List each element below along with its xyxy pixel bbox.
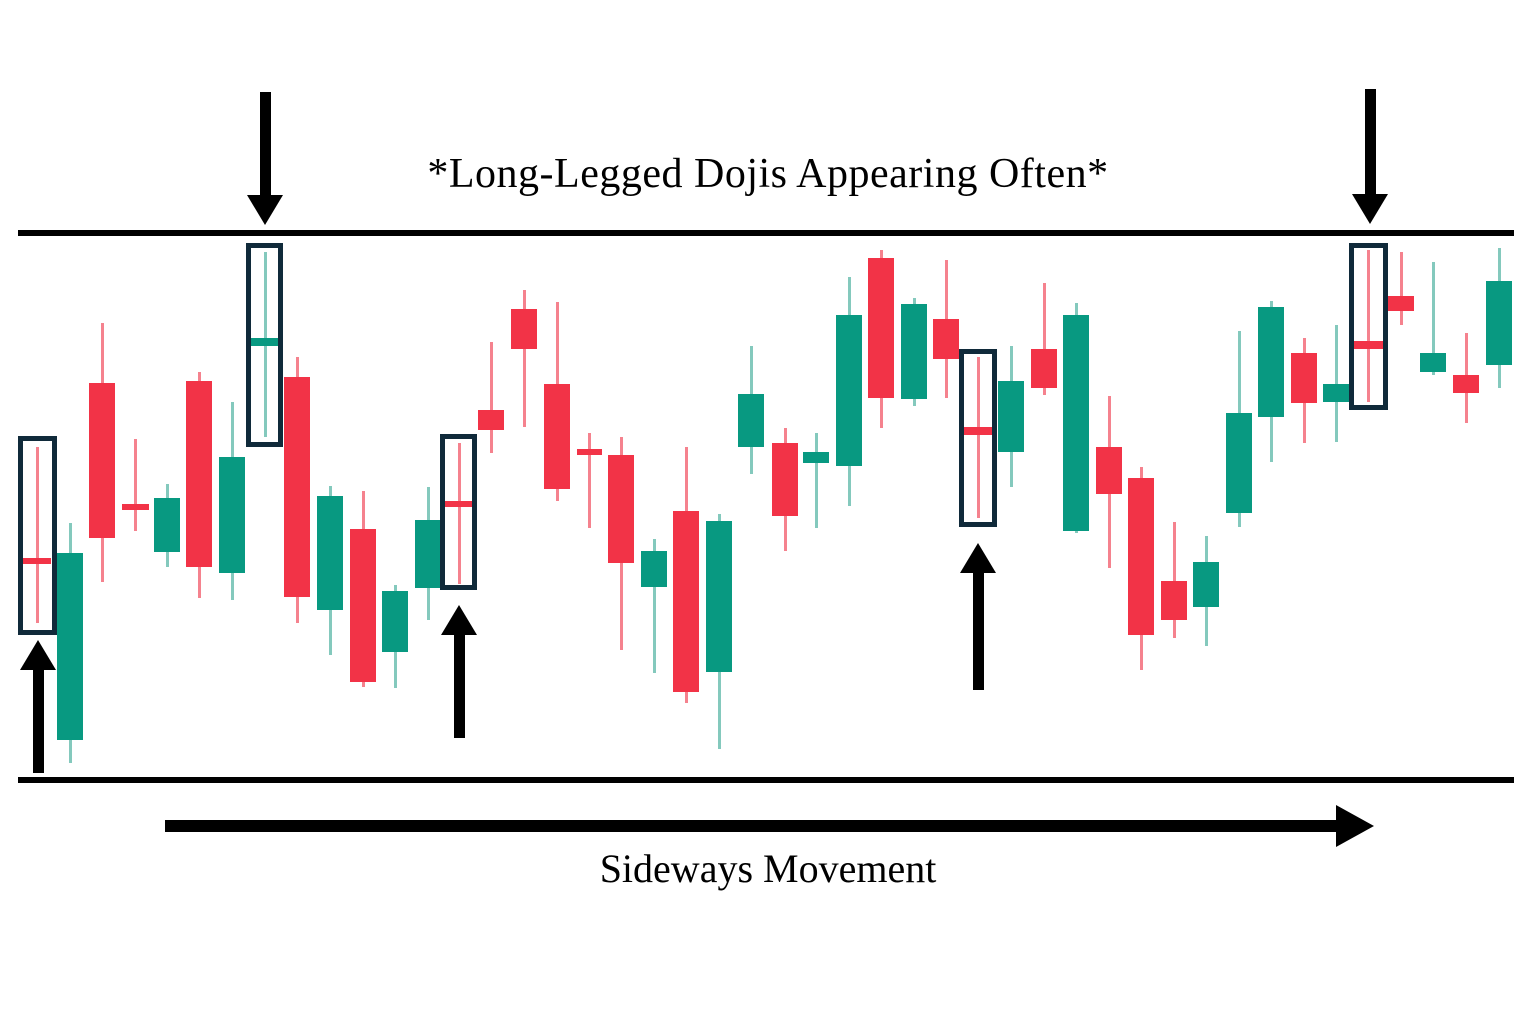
bullish-candle-body — [317, 496, 343, 610]
doji-candle-body — [576, 449, 602, 455]
doji-candle-body — [250, 338, 280, 346]
candle-wick — [1400, 252, 1403, 325]
bullish-candle-body — [154, 498, 180, 552]
bullish-candle-body — [803, 452, 829, 463]
bullish-candle-body — [901, 304, 927, 399]
up-arrow-icon — [441, 605, 477, 635]
bullish-candle-body — [998, 381, 1024, 452]
bearish-candle-body — [1096, 447, 1122, 494]
bullish-candle-body — [738, 394, 764, 447]
doji-wick — [36, 447, 39, 623]
bullish-candle-body — [1226, 413, 1252, 513]
candle-wick — [1043, 283, 1046, 395]
down-arrow-icon — [247, 195, 283, 225]
bullish-candle-body — [1486, 281, 1512, 365]
bullish-candle-body — [1063, 315, 1089, 531]
doji-candle-body — [121, 504, 149, 510]
candle-wick — [1335, 325, 1338, 442]
bearish-candle-body — [186, 381, 212, 567]
doji-candle-body — [1352, 341, 1384, 349]
sideways-movement-label: Sideways Movement — [599, 846, 937, 891]
channel-top-line — [18, 230, 1514, 236]
bearish-candle-body — [1128, 478, 1154, 635]
bearish-candle-body — [772, 443, 798, 516]
bullish-candle-body — [219, 457, 245, 573]
doji-wick — [977, 357, 980, 518]
sideways-arrow-shaft — [165, 820, 1336, 832]
doji-candle-body — [963, 427, 993, 435]
up-arrow-icon — [20, 640, 56, 670]
bullish-candle-body — [641, 551, 667, 587]
bearish-candle-body — [89, 383, 115, 538]
chart-title: *Long-Legged Dojis Appearing Often* — [427, 151, 1109, 197]
bearish-candle-body — [544, 384, 570, 489]
down-arrow-shaft — [259, 92, 271, 197]
doji-highlight-box — [18, 436, 57, 635]
candle-wick — [490, 342, 493, 453]
bearish-candle-body — [1031, 349, 1057, 388]
bullish-candle-body — [1323, 384, 1349, 402]
doji-highlight-box — [959, 349, 997, 527]
bearish-candle-body — [478, 410, 504, 430]
bearish-candle-body — [933, 319, 959, 359]
bearish-candle-body — [608, 455, 634, 563]
candle-wick — [523, 290, 526, 427]
down-arrow-icon — [1352, 194, 1388, 224]
doji-candle-body — [23, 558, 51, 564]
bearish-candle-body — [1161, 581, 1187, 620]
bullish-candle-body — [836, 315, 862, 466]
doji-highlight-box — [246, 243, 283, 447]
bullish-candle-body — [57, 553, 83, 740]
bearish-candle-body — [673, 511, 699, 692]
doji-wick — [458, 443, 461, 584]
up-arrow-icon — [960, 543, 996, 573]
doji-highlight-box — [1349, 243, 1388, 410]
doji-wick — [134, 439, 137, 531]
candle-wick — [1432, 262, 1435, 375]
candle-wick — [653, 539, 656, 673]
up-arrow-shaft — [32, 668, 44, 773]
bullish-candle-body — [1258, 307, 1284, 417]
channel-bottom-line — [18, 777, 1514, 783]
doji-candle-body — [444, 501, 474, 507]
candle-wick — [1173, 522, 1176, 638]
candle-wick — [815, 433, 818, 528]
bullish-candle-body — [415, 520, 441, 588]
doji-wick — [1367, 250, 1370, 402]
down-arrow-shaft — [1364, 89, 1376, 196]
doji-highlight-box — [440, 434, 477, 590]
bullish-candle-body — [1193, 562, 1219, 607]
bearish-candle-body — [1388, 296, 1414, 311]
sideways-arrow-head-icon — [1336, 805, 1374, 847]
doji-wick — [588, 433, 591, 528]
bearish-candle-body — [350, 529, 376, 682]
bullish-candle-body — [382, 591, 408, 652]
up-arrow-shaft — [453, 633, 465, 738]
bearish-candle-body — [868, 258, 894, 398]
bearish-candle-body — [284, 377, 310, 597]
bullish-candle-body — [706, 521, 732, 672]
bearish-candle-body — [1291, 353, 1317, 403]
bearish-candle-body — [1453, 375, 1479, 393]
bearish-candle-body — [511, 309, 537, 349]
up-arrow-shaft — [972, 571, 984, 690]
bullish-candle-body — [1420, 353, 1446, 372]
